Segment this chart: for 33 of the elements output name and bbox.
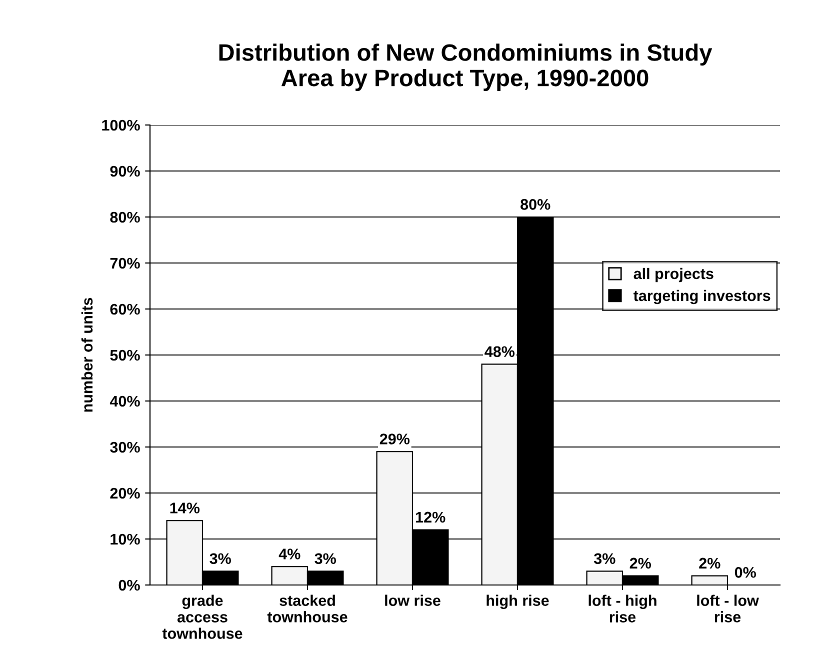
data-label: 48% bbox=[484, 346, 515, 358]
data-label: 12% bbox=[416, 512, 446, 523]
y-tick-label: 70% bbox=[110, 258, 140, 269]
legend-label: targeting investors bbox=[634, 290, 770, 304]
data-label: 14% bbox=[170, 502, 200, 514]
y-tick-label: 50% bbox=[110, 350, 140, 361]
y-tick-label: 90% bbox=[110, 166, 140, 177]
x-tick-label: stacked townhouse bbox=[267, 594, 348, 622]
y-tick-label: 60% bbox=[110, 304, 140, 315]
y-tick-label: 10% bbox=[110, 534, 140, 545]
x-tick-label: loft - high rise bbox=[588, 594, 656, 622]
data-label: 3% bbox=[594, 553, 616, 564]
data-label: 4% bbox=[278, 548, 300, 560]
x-tick-label: loft - low rise bbox=[697, 594, 759, 622]
y-tick-label: 40% bbox=[110, 396, 140, 407]
data-label: 80% bbox=[520, 198, 550, 210]
y-tick-label: 30% bbox=[110, 442, 140, 453]
data-label: 3% bbox=[314, 553, 336, 564]
x-tick-label: high rise bbox=[486, 594, 549, 610]
y-axis-title: number of units bbox=[81, 298, 93, 412]
y-tick-label: 0% bbox=[118, 580, 140, 591]
x-tick-label: low rise bbox=[385, 594, 440, 606]
data-label: 29% bbox=[380, 434, 410, 444]
x-tick-label: grade access townhouse bbox=[162, 594, 242, 639]
y-tick-label: 100% bbox=[102, 120, 140, 131]
y-tick-label: 80% bbox=[110, 212, 140, 223]
data-label: 2% bbox=[699, 558, 720, 569]
legend-label: all projects bbox=[634, 268, 714, 282]
y-tick-label: 20% bbox=[110, 488, 140, 499]
data-label: 3% bbox=[210, 553, 231, 564]
data-label: 2% bbox=[630, 558, 651, 569]
chart-title: Distribution of New Condominiums in Study Area by Product Type, 1990-2000 bbox=[219, 44, 712, 92]
data-label: 0% bbox=[734, 566, 756, 578]
